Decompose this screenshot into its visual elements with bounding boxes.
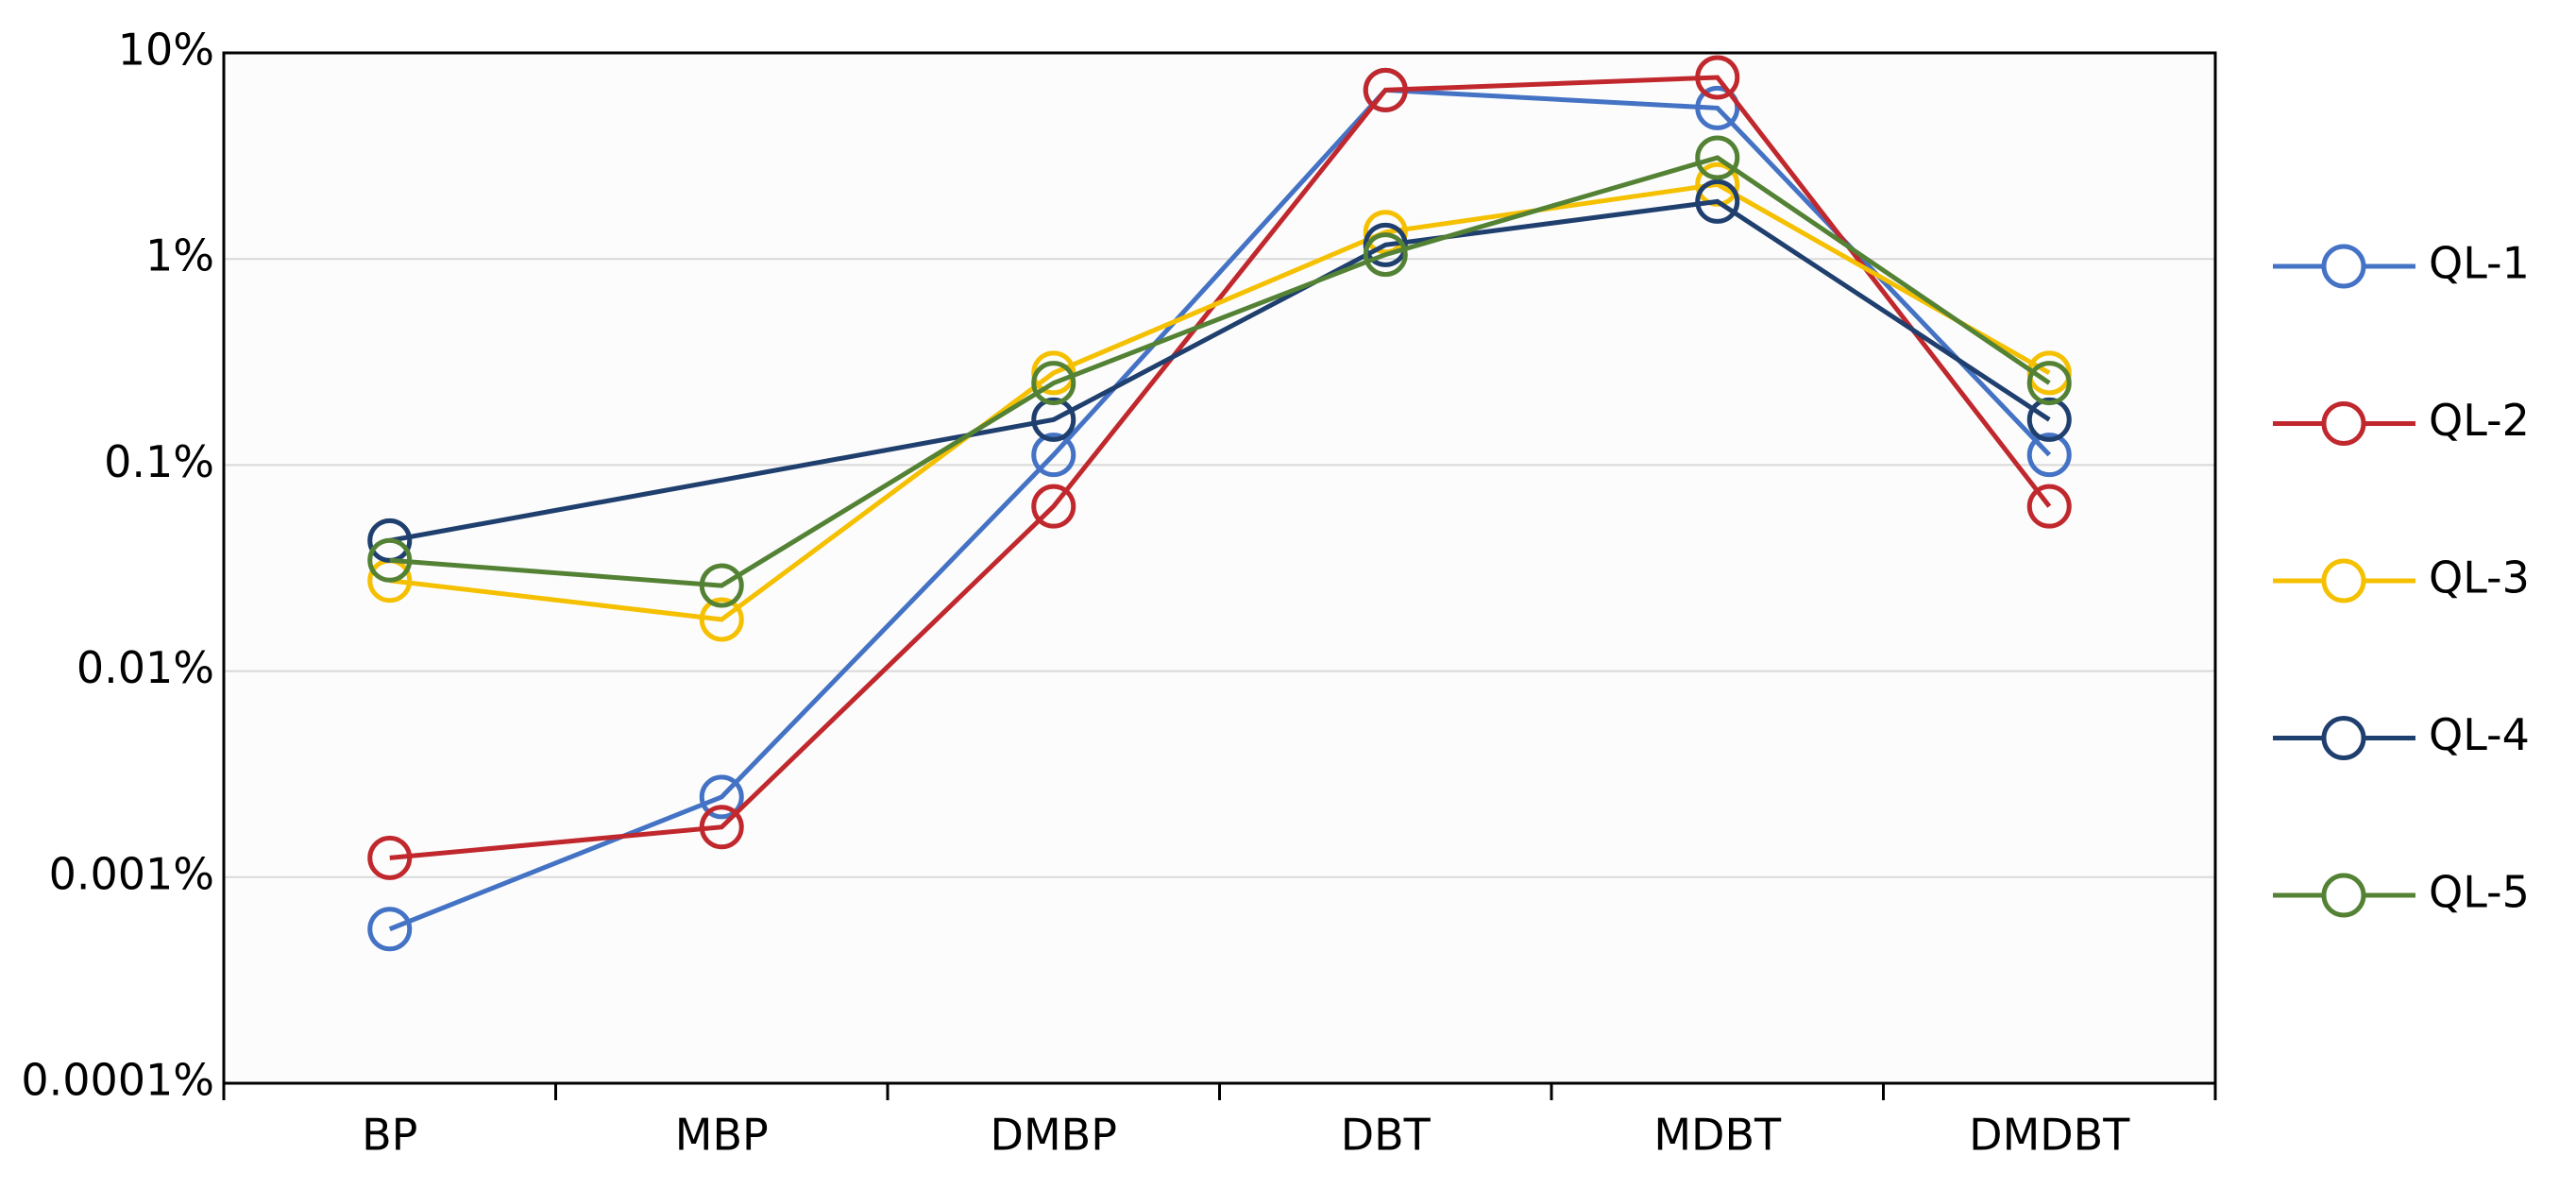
- marker: [367, 835, 413, 880]
- y-tick-label: 0.1%: [104, 436, 214, 487]
- marker: [367, 537, 413, 583]
- x-tick-label: BP: [362, 1110, 417, 1161]
- marker: [1031, 484, 1076, 529]
- marker: [1695, 178, 1740, 224]
- marker: [1031, 433, 1076, 478]
- legend-label: QL-1: [2429, 238, 2530, 289]
- y-tick-label: 1%: [145, 230, 214, 281]
- marker: [1695, 85, 1740, 130]
- series-line: [388, 87, 2052, 932]
- plot-area: [224, 53, 2215, 1083]
- marker: [1031, 361, 1076, 406]
- marker: [2026, 361, 2072, 406]
- legend-label: QL-3: [2429, 552, 2530, 603]
- x-tick-label: DMDBT: [1969, 1110, 2130, 1161]
- marker: [2026, 484, 2072, 529]
- legend-marker: [2321, 401, 2366, 446]
- x-tick-label: DBT: [1341, 1110, 1432, 1161]
- y-tick-label: 0.01%: [76, 642, 214, 693]
- y-tick-label: 0.001%: [49, 848, 214, 899]
- series-line: [389, 75, 2052, 860]
- marker: [2026, 433, 2072, 478]
- marker: [1363, 232, 1408, 278]
- marker: [699, 774, 744, 820]
- marker: [1695, 135, 1740, 180]
- marker: [367, 907, 413, 952]
- legend-marker: [2321, 558, 2366, 603]
- marker: [699, 597, 744, 642]
- x-tick-label: DMBP: [991, 1110, 1117, 1161]
- marker: [1695, 55, 1740, 100]
- legend-label: QL-2: [2429, 395, 2530, 446]
- marker: [699, 805, 744, 850]
- marker: [699, 563, 744, 608]
- marker: [1363, 67, 1408, 112]
- legend-label: QL-5: [2429, 867, 2530, 918]
- legend-marker: [2321, 716, 2366, 760]
- x-tick-label: MDBT: [1653, 1110, 1782, 1161]
- series-line: [389, 198, 2051, 543]
- legend-label: QL-4: [2429, 709, 2530, 760]
- marker: [2026, 350, 2072, 396]
- y-tick-label: 10%: [118, 25, 214, 76]
- marker: [1031, 397, 1076, 442]
- marker: [1363, 210, 1408, 255]
- series-line: [389, 181, 2051, 622]
- legend-marker: [2321, 873, 2366, 918]
- y-tick-label: 0.0001%: [21, 1055, 214, 1106]
- x-tick-label: MBP: [675, 1110, 769, 1161]
- marker: [2026, 397, 2072, 442]
- series-line: [389, 155, 2051, 588]
- legend-marker: [2321, 244, 2366, 289]
